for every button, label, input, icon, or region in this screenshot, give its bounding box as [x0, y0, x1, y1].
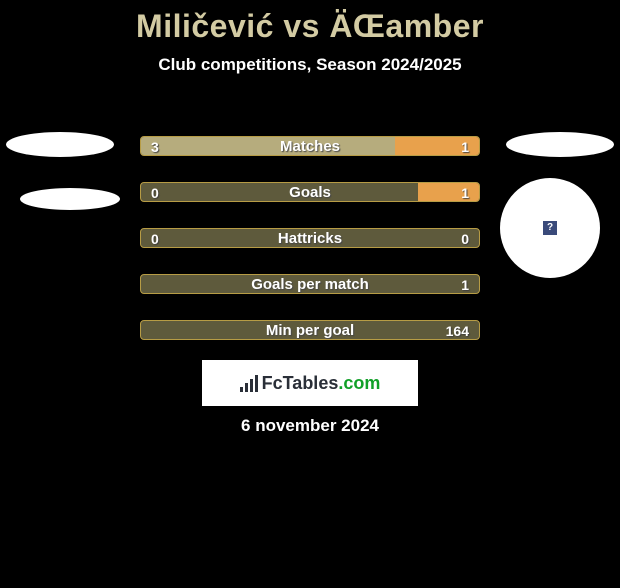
- stat-row: 3 1Matches: [140, 136, 480, 156]
- stat-row: 0 0Hattricks: [140, 228, 480, 248]
- stat-row: 164Min per goal: [140, 320, 480, 340]
- value-right: 1: [461, 137, 469, 155]
- site-logo: FcTables.com: [202, 360, 418, 406]
- stat-row: 0 1Goals: [140, 182, 480, 202]
- stat-rows: 31Matches01Goals00Hattricks1Goals per ma…: [140, 136, 480, 366]
- broken-image-icon: ?: [543, 221, 557, 235]
- logo-bars-icon: [240, 374, 258, 392]
- value-right: 1: [461, 183, 469, 201]
- page-subtitle: Club competitions, Season 2024/2025: [0, 55, 620, 75]
- value-right: 1: [461, 275, 469, 293]
- value-left: 3: [151, 137, 159, 155]
- row-label: Min per goal: [141, 321, 479, 339]
- logo-text: FcTables.com: [262, 373, 381, 394]
- footer-date: 6 november 2024: [0, 416, 620, 436]
- logo-text-main: FcTables: [262, 373, 339, 393]
- value-right: 164: [446, 321, 469, 339]
- decor-ellipse-mid-left: [20, 188, 120, 210]
- value-left: 0: [151, 183, 159, 201]
- row-label: Matches: [141, 137, 479, 155]
- row-label: Hattricks: [141, 229, 479, 247]
- decor-ellipse-top-right: [506, 132, 614, 157]
- value-right: 0: [461, 229, 469, 247]
- decor-ellipse-top-left: [6, 132, 114, 157]
- row-label: Goals per match: [141, 275, 479, 293]
- decor-circle-right: ?: [500, 178, 600, 278]
- row-label: Goals: [141, 183, 479, 201]
- value-left: 0: [151, 229, 159, 247]
- stat-row: 1Goals per match: [140, 274, 480, 294]
- logo-text-suffix: .com: [338, 373, 380, 393]
- page-title: Miličević vs ÄŒamber: [0, 8, 620, 45]
